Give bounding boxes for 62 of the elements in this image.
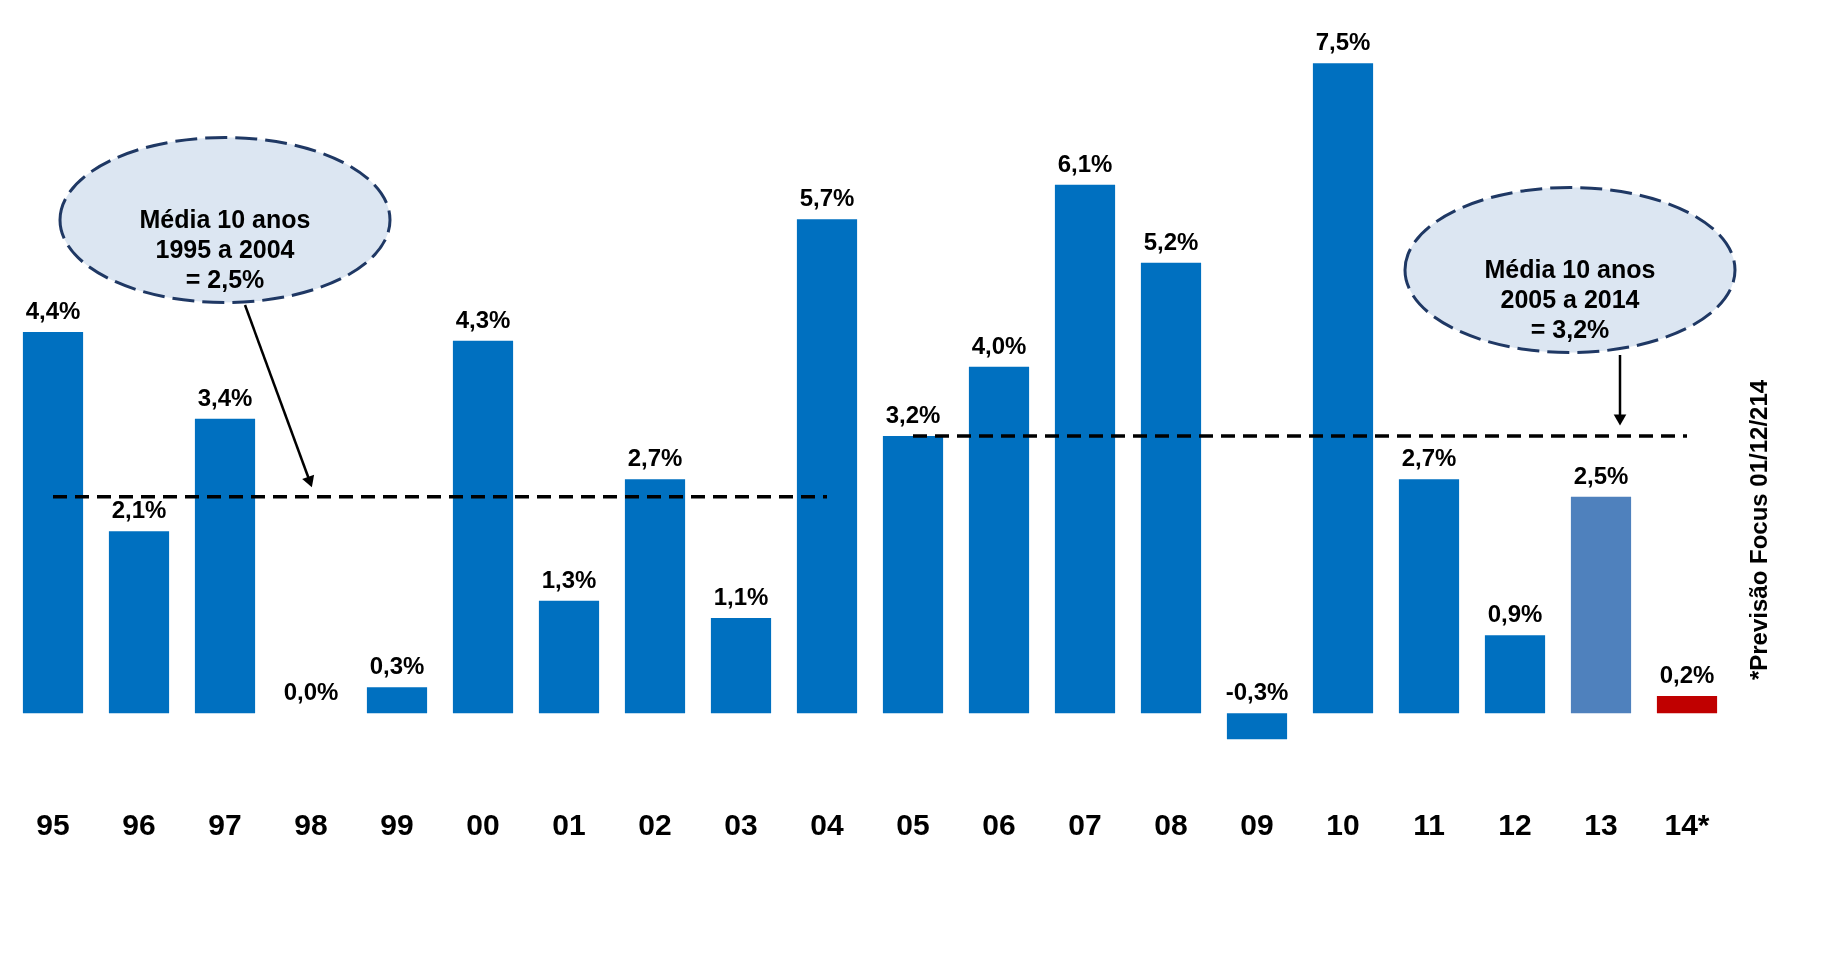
x-tick-label: 10 [1326,807,1360,841]
data-label: 5,7% [799,184,855,212]
x-tick-label: 06 [982,807,1016,841]
data-label: 0,0% [283,678,339,706]
x-tick-label: 08 [1154,807,1188,841]
bar [538,600,600,714]
bar [710,618,772,714]
bar [1312,63,1374,714]
data-label: 3,2% [885,401,941,428]
bar [194,418,256,714]
bar [1484,635,1546,714]
x-tick-label: 07 [1068,807,1102,841]
x-tick-label: 95 [36,807,70,841]
bar [968,366,1030,714]
x-tick-label: 09 [1240,807,1274,841]
data-label: 2,7% [627,444,683,472]
data-label: 4,3% [455,305,511,333]
bar [796,219,858,714]
x-tick-label: 13 [1584,807,1618,841]
data-label: 2,5% [1573,461,1629,489]
data-label: 5,2% [1143,227,1199,255]
x-tick-label: 04 [810,807,844,841]
x-tick-label: 12 [1498,807,1532,841]
x-tick-label: 03 [724,807,758,841]
data-label: 4,0% [971,331,1027,359]
x-tick-label: 05 [896,807,930,841]
data-label: 0,9% [1487,600,1543,628]
annotation: Média 10 anos 1995 a 2004 = 2,5% [139,205,311,293]
data-label: 2,1% [111,496,167,524]
data-label: 2,7% [1401,444,1457,472]
x-tick-label: 02 [638,807,672,841]
bar [882,436,944,714]
bar [1140,262,1202,714]
x-tick-label: 01 [552,807,586,841]
x-tick-label: 96 [122,807,156,841]
data-label: 4,4% [25,297,81,324]
bar [108,531,170,714]
text: *Previsão Focus 01/12/214 [1745,379,1772,681]
data-label: 1,3% [541,565,597,593]
bar [366,687,428,714]
x-tick-label: 11 [1413,807,1445,841]
x-tick-label: 97 [208,807,242,841]
data-label: 1,1% [713,583,769,610]
x-tick-label: 98 [294,807,328,841]
data-label: 0,2% [1659,661,1715,688]
bar [1570,496,1632,714]
bar [1398,479,1460,714]
bar [1226,713,1288,740]
data-label: -0,3% [1225,678,1289,706]
data-label: 3,4% [197,383,253,411]
x-tick-label: 99 [380,807,414,841]
bar [452,340,514,714]
data-label: 7,5% [1315,28,1371,56]
bar [1656,696,1718,714]
x-tick-label: 00 [466,807,500,841]
data-label: 6,1% [1057,149,1113,177]
x-tick-label: 14* [1664,807,1710,841]
bar [22,332,84,714]
data-label: 0,3% [369,652,425,680]
annotation: Média 10 anos 2005 a 2014 = 3,2% [1484,255,1656,343]
bar [624,479,686,714]
bar [1054,184,1116,714]
